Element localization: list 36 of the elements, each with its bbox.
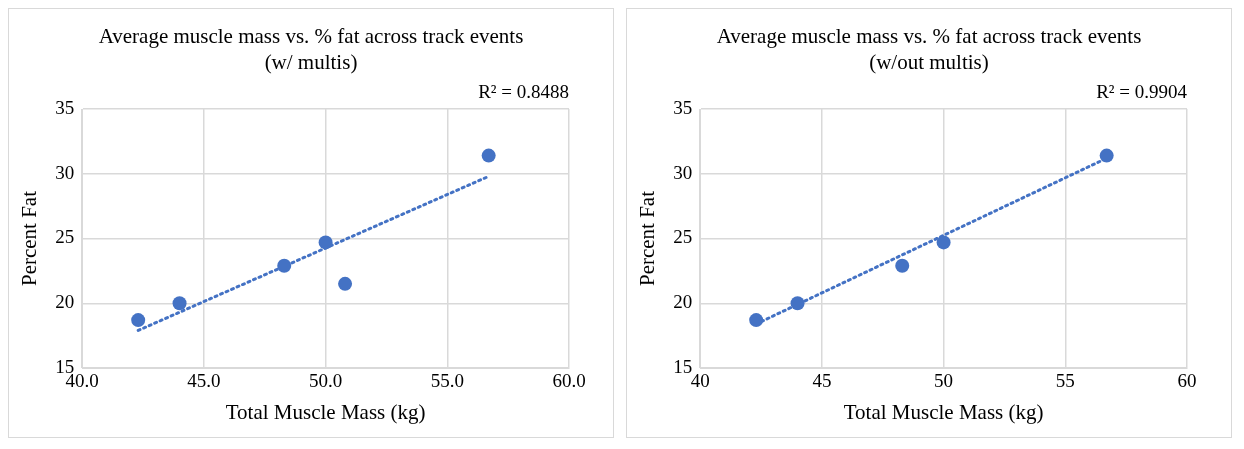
x-tick-label: 50 [934,370,954,392]
point [895,258,910,273]
y-axis-title: Percent Fat [635,190,660,287]
x-tick-label: 55 [1055,370,1075,392]
point [936,235,951,250]
x-tick-label: 60.0 [552,370,586,392]
x-tick-label: 55.0 [430,370,464,392]
point [481,148,496,163]
y-axis-title: Percent Fat [17,190,42,287]
x-tick-label: 60 [1177,370,1197,392]
text: R² = 0.8488 [478,81,569,103]
y-tick-label: 20 [55,291,75,313]
x-axis-title: Total Muscle Mass (kg) [843,399,1044,424]
x-tick-label: 45 [812,370,832,392]
point [338,276,353,291]
y-tick-label: 25 [55,226,75,248]
point [131,313,146,328]
y-tick-label: 20 [673,291,693,313]
x-axis-title: Total Muscle Mass (kg) [225,399,426,424]
point [277,258,292,273]
point [749,313,764,328]
point [318,235,333,250]
y-tick-label: 35 [55,96,75,118]
y-tick-label: 30 [673,161,693,183]
chart-title: Average muscle mass vs. % fat across track events (w/out multis) [715,23,1143,75]
x-tick-label: 45.0 [187,370,221,392]
point [172,296,187,311]
y-tick-label: 30 [55,161,75,183]
y-tick-label: 15 [673,355,693,377]
text: R² = 0.9904 [1096,81,1188,103]
chart-title: Average muscle mass vs. % fat across track events (w/ multis) [97,23,525,75]
x-tick-label: 50.0 [308,370,343,392]
point [1099,148,1114,163]
point [790,296,805,311]
y-tick-label: 35 [673,96,693,118]
y-tick-label: 25 [673,226,693,248]
